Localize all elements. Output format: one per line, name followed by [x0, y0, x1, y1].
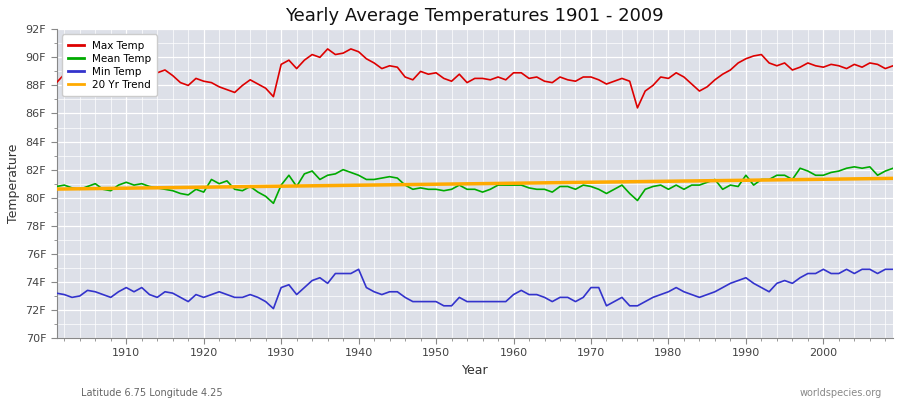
- Text: Latitude 6.75 Longitude 4.25: Latitude 6.75 Longitude 4.25: [81, 388, 222, 398]
- Text: worldspecies.org: worldspecies.org: [800, 388, 882, 398]
- Title: Yearly Average Temperatures 1901 - 2009: Yearly Average Temperatures 1901 - 2009: [285, 7, 664, 25]
- Y-axis label: Temperature: Temperature: [7, 144, 20, 223]
- Legend: Max Temp, Mean Temp, Min Temp, 20 Yr Trend: Max Temp, Mean Temp, Min Temp, 20 Yr Tre…: [62, 34, 158, 96]
- X-axis label: Year: Year: [462, 364, 488, 377]
